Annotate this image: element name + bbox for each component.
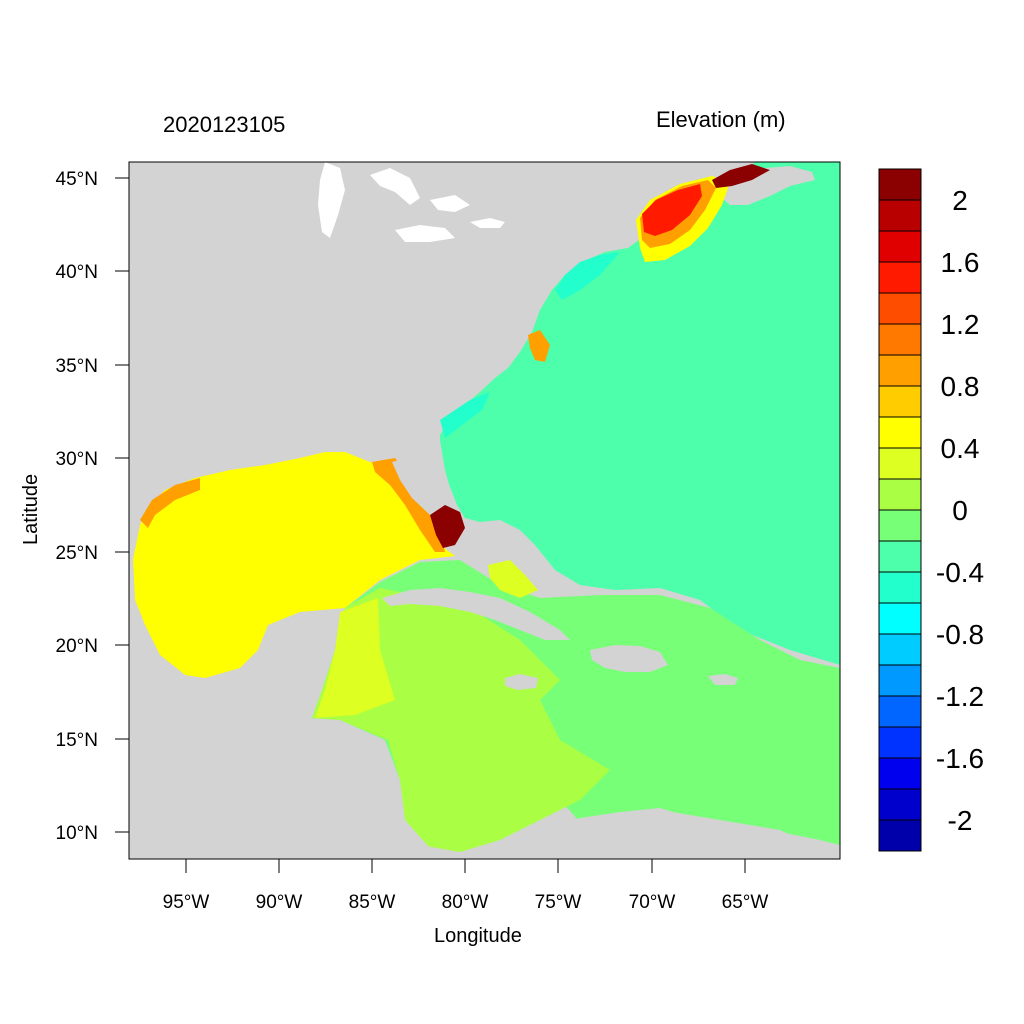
- colorbar-swatch: [878, 571, 922, 604]
- lat-tick-label: 15°N: [56, 730, 98, 751]
- bahamas-shelf: [488, 560, 538, 598]
- lat-tick-label: 10°N: [56, 823, 98, 844]
- colorbar-swatch: [878, 540, 922, 573]
- colorbar-swatch: [878, 509, 922, 542]
- colorbar-label: 0.4: [941, 433, 980, 464]
- lat-tick-label: 45°N: [56, 169, 98, 190]
- lon-tick-label: 75°W: [535, 892, 582, 913]
- colorbar-label: -1.6: [936, 743, 984, 774]
- mexico-land: [129, 540, 260, 700]
- colorbar-swatch: [878, 385, 922, 418]
- colorbar-swatch: [878, 354, 922, 387]
- colorbar-swatch: [878, 633, 922, 666]
- colorbar-label: 1.2: [941, 309, 980, 340]
- variable-label: Elevation (m): [656, 107, 786, 132]
- lat-tick-label: 25°N: [56, 543, 98, 564]
- colorbar-label: 0: [952, 495, 968, 526]
- hispaniola-land: [590, 645, 668, 672]
- colorbar-swatch: [878, 757, 922, 790]
- south-america-land: [520, 808, 840, 859]
- map-plot: [129, 162, 840, 859]
- colorbar-swatch: [878, 726, 922, 759]
- yucatan-land: [260, 612, 340, 718]
- colorbar-swatch: [878, 168, 922, 201]
- colorbar-label: 2: [952, 185, 968, 216]
- colorbar-swatch: [878, 788, 922, 821]
- lon-tick-label: 70°W: [629, 892, 676, 913]
- lat-tick-label: 35°N: [56, 356, 98, 377]
- x-axis-title: Longitude: [434, 925, 522, 947]
- jamaica-land: [505, 674, 538, 690]
- atlantic-ocean: [440, 162, 840, 665]
- lon-tick-label: 65°W: [722, 892, 769, 913]
- colorbar-label: -1.2: [936, 681, 984, 712]
- outer-banks-surge: [528, 330, 550, 362]
- west-florida-shelf: [372, 458, 445, 552]
- cuba-land: [382, 588, 570, 640]
- bay-of-fundy-darkred: [712, 164, 770, 188]
- date-label: 2020123105: [163, 112, 286, 137]
- yucatan-channel: [315, 598, 395, 718]
- gulf-of-mexico: [133, 452, 455, 678]
- axis-ticks: 95°W 90°W 85°W 80°W 75°W 70°W 65°W 45°N 40°N 35°N…: [56, 169, 769, 913]
- colorbar: 2 1.6 1.2 0.8 0.4 0 -0.4 -0.8 -1.2 -1.6 -2: [878, 168, 984, 852]
- nova-scotia-land: [722, 166, 815, 205]
- colorbar-label: 1.6: [941, 247, 980, 278]
- louisiana-coast-surge: [140, 478, 200, 528]
- western-caribbean: [312, 588, 610, 852]
- lon-tick-label: 80°W: [442, 892, 489, 913]
- colorbar-label: -2: [948, 805, 973, 836]
- nearshore-cyan: [440, 252, 620, 438]
- colorbar-swatch: [878, 695, 922, 728]
- gulf-of-maine-red: [642, 184, 702, 236]
- lon-tick-label: 85°W: [349, 892, 396, 913]
- lat-tick-label: 30°N: [56, 449, 98, 470]
- puerto-rico-land: [708, 674, 738, 685]
- colorbar-swatch: [878, 819, 922, 852]
- colorbar-label: -0.8: [936, 619, 984, 650]
- central-america-land: [129, 690, 430, 859]
- colorbar-swatch: [878, 230, 922, 263]
- lat-tick-label: 40°N: [56, 262, 98, 283]
- colorbar-swatch: [878, 292, 922, 325]
- lon-tick-label: 95°W: [163, 892, 210, 913]
- south-florida-surge: [430, 505, 465, 548]
- plot-frame: [128, 161, 841, 860]
- colorbar-label: -0.4: [936, 557, 984, 588]
- great-lakes: [318, 162, 505, 242]
- colorbar-swatch: [878, 416, 922, 449]
- colorbar-swatch: [878, 447, 922, 480]
- colorbar-swatch: [878, 664, 922, 697]
- colorbar-swatch: [878, 323, 922, 356]
- colorbar-swatch: [878, 602, 922, 635]
- colorbar-swatch: [878, 261, 922, 294]
- colorbar-swatch: [878, 199, 922, 232]
- lon-tick-label: 90°W: [256, 892, 303, 913]
- colorbar-label: 0.8: [941, 371, 980, 402]
- colorbar-swatch: [878, 478, 922, 511]
- lat-tick-label: 20°N: [56, 636, 98, 657]
- florida-land: [392, 440, 452, 515]
